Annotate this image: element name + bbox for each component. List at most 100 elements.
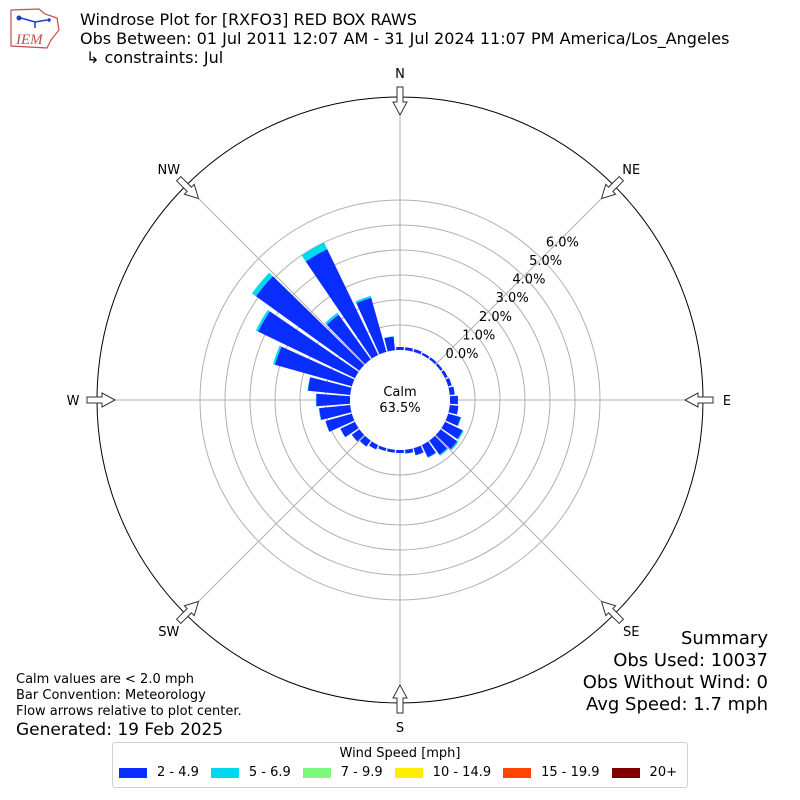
windrose-bar — [448, 405, 459, 415]
windrose-bar — [396, 347, 404, 351]
grid-spoke — [399, 185, 615, 401]
constraints-label: ↳ constraints: Jul — [86, 48, 224, 67]
windrose-bar — [255, 276, 365, 371]
obs-without-wind: Obs Without Wind: 0 — [582, 672, 768, 693]
windrose-bar — [429, 435, 448, 455]
windrose-bar — [457, 430, 464, 440]
legend-swatch — [503, 767, 532, 778]
grid-spoke — [399, 399, 615, 615]
generated-date: Generated: 19 Feb 2025 — [16, 720, 224, 740]
radial-tick-label: 0.0% — [445, 347, 478, 362]
legend-title: Wind Speed [mph] — [339, 746, 461, 761]
direction-label: NW — [157, 163, 180, 178]
legend-item: 20+ — [611, 765, 677, 780]
legend-swatch — [611, 767, 640, 778]
calm-center — [350, 350, 450, 450]
windrose-bar — [445, 413, 461, 426]
legend-label: 2 - 4.9 — [157, 765, 199, 780]
radial-tick-label: 1.0% — [462, 328, 495, 343]
title-block: Windrose Plot for [RXFO3] RED BOX RAWS O… — [80, 10, 729, 67]
windrose-bar — [351, 429, 365, 442]
windrose-bar — [307, 377, 311, 391]
obs-used: Obs Used: 10037 — [613, 650, 768, 671]
windrose-bar — [386, 448, 395, 453]
grid-spoke — [185, 185, 401, 401]
flow-arrow-icon — [600, 175, 625, 200]
avg-speed: Avg Speed: 1.7 mph — [586, 694, 768, 715]
flow-arrow-icon — [392, 86, 408, 117]
windrose-bar — [305, 249, 379, 359]
windrose-bar — [251, 272, 273, 297]
flow-arrow-icon — [600, 600, 625, 625]
windrose-bar — [318, 408, 322, 421]
windrose-bar — [396, 449, 404, 454]
windrose-bar — [359, 435, 371, 447]
windrose-bar — [439, 448, 448, 456]
windrose-bar — [384, 336, 394, 339]
legend-label: 7 - 9.9 — [340, 765, 383, 780]
flow-arrows-note: Flow arrows relative to plot center. — [16, 704, 242, 719]
legend-swatch — [394, 767, 423, 778]
windrose-bar — [384, 336, 395, 352]
flow-arrow-icon — [392, 683, 408, 714]
windrose-bar — [301, 242, 328, 262]
flow-arrow-icon — [175, 600, 200, 625]
windrose-bar — [405, 347, 414, 352]
legend-swatch — [302, 767, 331, 778]
windrose-bar — [316, 393, 351, 407]
calm-value: 63.5% — [379, 401, 420, 416]
direction-label: S — [396, 721, 404, 736]
windrose-bar — [429, 357, 437, 365]
windrose-bar — [340, 421, 359, 438]
windrose-bar — [315, 393, 317, 407]
windrose-bar — [413, 348, 422, 355]
windrose-bar — [421, 441, 436, 458]
windrose-bar — [356, 297, 387, 355]
windrose-bar — [319, 405, 352, 420]
calm-label: Calm — [383, 385, 416, 400]
windrose-bar — [435, 429, 458, 450]
radial-tick-label: 2.0% — [479, 310, 512, 325]
windrose-bar — [325, 413, 355, 432]
direction-label: W — [67, 394, 80, 409]
radial-tick-label: 6.0% — [546, 235, 579, 250]
direction-label: SE — [623, 625, 639, 640]
windrose-bar — [448, 386, 455, 395]
legend-label: 5 - 6.9 — [248, 765, 291, 780]
windrose-bar — [378, 445, 387, 452]
windrose-bar — [427, 452, 437, 458]
windrose-bar — [445, 377, 452, 387]
flow-arrow-icon — [86, 392, 117, 408]
calm-note: Calm values are < 2.0 mph — [16, 672, 195, 687]
legend-item: 15 - 19.9 — [503, 765, 600, 780]
direction-label: NE — [622, 163, 640, 178]
windrose-bar — [441, 370, 448, 379]
windrose-bar — [435, 363, 443, 371]
windrose-bar — [450, 441, 459, 451]
chart-subtitle: Obs Between: 01 Jul 2011 12:07 AM - 31 J… — [80, 29, 730, 48]
windrose-bar — [421, 352, 430, 359]
legend-label: 15 - 19.9 — [541, 765, 600, 780]
legend-item: 10 - 14.9 — [394, 765, 491, 780]
direction-label: SW — [158, 625, 179, 640]
radial-tick-label: 3.0% — [496, 291, 529, 306]
summary-heading: Summary — [681, 628, 768, 649]
legend: Wind Speed [mph] 2 - 4.9 5 - 6.9 7 - 9.9 10… — [112, 742, 688, 788]
windrose-bar — [413, 445, 424, 456]
legend-item: 5 - 6.9 — [210, 765, 291, 780]
legend-label: 20+ — [649, 765, 677, 780]
direction-label: E — [723, 394, 731, 409]
radial-tick-label: 5.0% — [529, 254, 562, 269]
direction-label: N — [395, 67, 405, 82]
grid-spoke — [185, 399, 401, 615]
windrose-bar — [258, 311, 359, 379]
windrose-bar — [449, 395, 458, 405]
windrose-bar — [405, 448, 414, 454]
iem-logo: IEM — [10, 8, 60, 49]
legend-items: 2 - 4.9 5 - 6.9 7 - 9.9 10 - 14.9 15 - 19.9 2… — [113, 761, 687, 780]
chart-title: Windrose Plot for [RXFO3] RED BOX RAWS — [80, 10, 417, 29]
windrose-bar — [274, 346, 355, 387]
bar-convention-note: Bar Convention: Meteorology — [16, 688, 206, 703]
radial-tick-label: 4.0% — [512, 273, 545, 288]
